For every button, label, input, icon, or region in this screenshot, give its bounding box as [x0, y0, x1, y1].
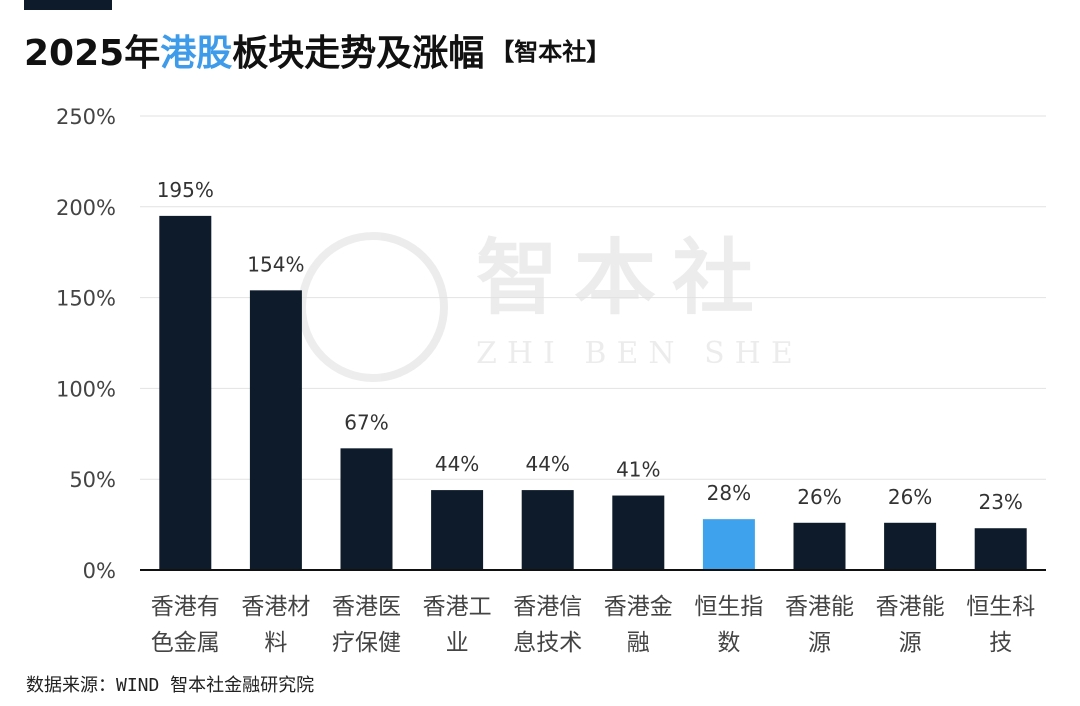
title-highlight: 港股 — [160, 33, 233, 74]
bar — [702, 519, 755, 570]
x-tick-label: 业 — [446, 630, 469, 656]
bar-value-label: 41% — [616, 458, 660, 482]
x-tick-label: 恒生指 — [694, 594, 763, 620]
x-tick-label: 融 — [627, 630, 650, 656]
data-source-note: 数据来源：WIND 智本社金融研究院 — [26, 675, 315, 696]
y-tick-label: 150% — [56, 287, 116, 311]
bar-value-label: 154% — [247, 252, 304, 276]
x-tick-label: 香港能 — [876, 594, 945, 620]
x-tick-label: 源 — [808, 630, 831, 656]
title-tag: 【智本社】 — [490, 38, 611, 66]
bar-value-label: 26% — [888, 485, 932, 509]
title-suffix: 板块走势及涨幅 — [232, 33, 485, 74]
x-tick-label: 数 — [717, 630, 740, 656]
x-tick-label: 色金属 — [151, 630, 220, 656]
x-tick-label: 香港工 — [423, 594, 492, 620]
bar — [974, 528, 1027, 570]
bar — [159, 215, 212, 570]
bar-value-label: 44% — [435, 452, 479, 476]
bar — [884, 522, 937, 570]
top-accent-bar — [24, 0, 112, 10]
bar — [521, 490, 574, 570]
y-tick-label: 100% — [56, 377, 116, 401]
y-tick-label: 0% — [83, 559, 116, 583]
x-tick-label: 息技术 — [513, 630, 582, 656]
bar — [793, 522, 846, 570]
x-tick-label: 料 — [264, 630, 287, 656]
y-tick-label: 250% — [56, 105, 116, 129]
bar-value-label: 67% — [344, 410, 388, 434]
y-tick-label: 200% — [56, 196, 116, 220]
bar-value-label: 26% — [797, 485, 841, 509]
bar-value-label: 23% — [978, 490, 1022, 514]
title-prefix: 2025年 — [24, 33, 161, 74]
x-tick-label: 香港有 — [151, 594, 220, 620]
x-tick-label: 香港信 — [513, 594, 582, 620]
bar-value-label: 28% — [707, 481, 751, 505]
x-tick-label: 源 — [899, 630, 922, 656]
x-tick-label: 香港能 — [785, 594, 854, 620]
bar — [340, 448, 393, 570]
bar — [612, 495, 665, 570]
x-tick-label: 香港医 — [332, 594, 401, 620]
bar — [249, 290, 302, 570]
x-tick-label: 香港材 — [241, 594, 310, 620]
x-tick-label: 香港金 — [604, 594, 673, 620]
x-tick-label: 恒生科 — [966, 594, 1035, 620]
y-tick-label: 50% — [69, 468, 116, 492]
x-tick-label: 技 — [989, 630, 1012, 656]
x-tick-label: 疗保健 — [332, 630, 401, 656]
bar-value-label: 44% — [525, 452, 569, 476]
chart-title: 2025年港股板块走势及涨幅 【智本社】 — [24, 30, 610, 78]
bar-value-label: 195% — [157, 178, 214, 202]
bar — [431, 490, 484, 570]
